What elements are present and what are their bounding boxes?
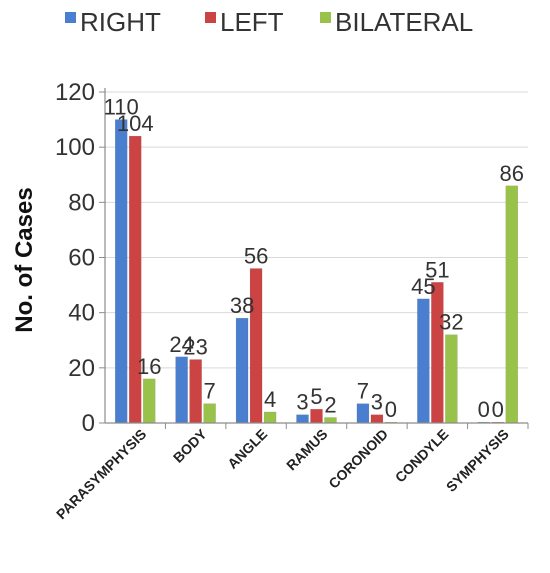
data-label-left-angle: 56: [244, 244, 268, 269]
bar-right-body: [175, 356, 188, 424]
bar-right-condyle: [417, 298, 430, 424]
axes: [104, 88, 529, 429]
bar-left-parasymphysis: [128, 135, 142, 424]
data-label-right-condyle: 45: [411, 274, 435, 299]
bar-bilateral-body: [203, 403, 216, 424]
bar-bilateral-parasymphysis: [142, 378, 156, 424]
data-label-right-angle: 38: [230, 293, 254, 318]
legend-label-right: RIGHT: [80, 7, 161, 37]
data-label-left-parasymphysis: 104: [117, 111, 154, 136]
data-label-right-body: 24: [169, 332, 193, 357]
bar-right-coronoid: [356, 403, 370, 424]
legend-swatch-left: [205, 12, 216, 23]
data-label-left-body: 23: [183, 335, 207, 360]
bar-bilateral-angle: [263, 411, 277, 424]
y-tick-label: 100: [55, 134, 95, 161]
bars: [114, 119, 519, 424]
legend-label-bilateral: BILATERAL: [335, 7, 473, 37]
data-label-left-coronoid: 3: [371, 390, 383, 415]
bar-bilateral-condyle: [445, 334, 458, 424]
data-label-right-ramus: 3: [296, 390, 308, 415]
y-tick-label: 60: [68, 245, 95, 272]
y-axis-title: No. of Cases: [11, 187, 38, 332]
data-label-bilateral-ramus: 2: [324, 392, 336, 417]
data-label-bilateral-parasymphysis: 16: [137, 354, 161, 379]
bar-left-angle: [249, 268, 263, 424]
y-tick-label: 0: [82, 410, 95, 437]
category-label-condyle: CONDYLE: [392, 426, 452, 486]
data-label-left-condyle: 51: [425, 257, 449, 282]
data-label-right-symphysis: 0: [478, 397, 490, 422]
legend: RIGHT LEFT BILATERAL: [65, 7, 473, 37]
data-label-bilateral-angle: 4: [264, 387, 276, 412]
legend-label-left: LEFT: [220, 7, 284, 37]
bar-left-condyle: [431, 282, 444, 424]
category-label-ramus: RAMUS: [283, 426, 331, 474]
bar-left-body: [189, 359, 202, 424]
bar-bilateral-symphysis: [505, 185, 519, 424]
data-label-bilateral-condyle: 32: [439, 310, 463, 335]
category-label-symphysis: SYMPHYSIS: [443, 426, 512, 495]
bar-right-parasymphysis: [114, 119, 128, 424]
y-tick-label: 20: [68, 355, 95, 382]
legend-swatch-bilateral: [320, 12, 331, 23]
data-label-right-coronoid: 7: [357, 379, 369, 404]
data-label-bilateral-symphysis: 86: [500, 161, 524, 186]
bar-left-ramus: [310, 408, 323, 424]
legend-swatch-right: [65, 12, 76, 23]
data-label-right-parasymphysis: 110: [104, 95, 139, 120]
bar-left-coronoid: [370, 414, 384, 424]
bar-bilateral-ramus: [324, 417, 337, 424]
y-tick-label: 80: [68, 189, 95, 216]
data-label-left-ramus: 5: [310, 384, 322, 409]
category-label-body: BODY: [170, 425, 210, 465]
bar-right-ramus: [296, 414, 309, 424]
category-label-angle: ANGLE: [224, 426, 270, 472]
data-label-bilateral-coronoid: 0: [385, 397, 397, 422]
y-tick-label: 120: [55, 79, 95, 106]
bar-right-angle: [235, 317, 249, 424]
data-label-left-symphysis: 0: [492, 397, 504, 422]
category-label-parasymphysis: PARASYMPHYSIS: [53, 426, 149, 522]
y-axis-ticks: 0 20 40 60 80 100 120: [55, 79, 105, 437]
category-label-coronoid: CORONOID: [325, 426, 391, 492]
gridlines: [105, 91, 528, 424]
data-label-bilateral-body: 7: [204, 379, 216, 404]
y-tick-label: 40: [68, 300, 95, 327]
